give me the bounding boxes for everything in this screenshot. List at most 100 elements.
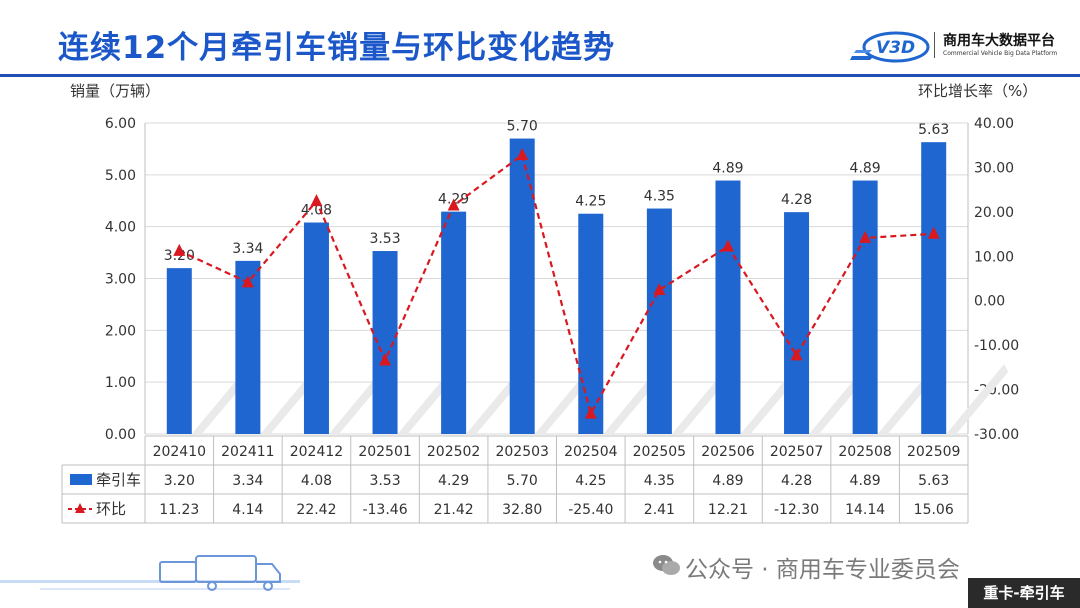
mom-marker-202410 [173,243,186,256]
category-tag: 重卡-牵引车 [968,578,1080,608]
left-tick-label: 2.00 [105,323,136,339]
category-label: 202410 [153,444,206,460]
mom-marker-202412 [310,194,323,207]
mom-marker-202505 [653,283,666,296]
table-cell-sales: 4.28 [781,473,812,489]
right-tick-label: 20.00 [974,205,1014,221]
table-cell-sales: 4.08 [301,473,332,489]
bar-202506 [715,180,741,434]
bar-data-label: 3.20 [164,248,195,264]
truck-illustration [0,555,300,591]
bar-202411 [235,260,261,434]
mom-marker-202502 [447,198,460,211]
table-cell-sales: 4.89 [850,473,881,489]
category-label: 202503 [495,444,548,460]
bar-202502 [441,211,467,434]
logo-en-text: Commercial Vehicle Big Data Platform [943,50,1058,57]
logo-mark-text: V3D [876,38,915,58]
bar-data-label: 5.63 [918,122,949,138]
bar-data-label: 4.08 [301,203,332,219]
logo-separator [934,32,935,58]
category-label: 202506 [701,444,755,460]
table-cell-sales: 5.63 [918,473,949,489]
table-cell-mom: -25.40 [568,502,613,518]
right-tick-label: 0.00 [974,294,1005,310]
bar-data-label: 4.89 [850,161,881,177]
mom-marker-202503 [516,147,529,160]
table-cell-sales: 4.25 [575,473,606,489]
right-tick-label: -10.00 [974,338,1019,354]
right-axis-title: 环比增长率（%） [918,82,1038,100]
logo-cn-text: 商用车大数据平台 [943,33,1055,49]
page-title: 连续12个月牵引车销量与环比变化趋势 [58,30,616,66]
bar-202504 [578,213,604,434]
bar-data-label: 4.28 [781,192,812,208]
category-label: 202412 [290,444,343,460]
left-tick-label: 6.00 [105,116,136,132]
table-cell-mom: 22.42 [296,502,336,518]
title-divider [0,74,1080,77]
table-cell-mom: 12.21 [708,502,748,518]
mom-marker-202411 [241,275,254,288]
table-cell-mom: 4.14 [232,502,263,518]
footer-source: 公众号 · 商用车专业委员会 [685,557,960,583]
left-tick-label: 4.00 [105,220,136,236]
bar-data-label: 3.53 [369,231,400,247]
right-tick-label: 10.00 [974,249,1014,265]
category-label: 202502 [427,444,480,460]
bar-data-label: 4.89 [712,161,743,177]
mom-line [178,153,934,417]
category-label: 202508 [838,444,891,460]
mom-marker-202509 [927,226,940,239]
table-cell-mom: -13.46 [362,502,407,518]
header: 连续12个月牵引车销量与环比变化趋势 V3D 商用车大数据平台 Commerci… [0,0,1080,80]
bar-data-label: 4.35 [644,189,675,205]
left-tick-label: 1.00 [105,375,136,391]
bar-202507 [784,212,810,434]
legend-bar-label: 牵引车 [96,471,141,489]
table-cell-sales: 3.20 [164,473,195,489]
table-cell-sales: 4.29 [438,473,469,489]
v3d-logo-icon: V3D [850,31,930,63]
table-cell-mom: 11.23 [159,502,199,518]
bar-202410 [166,268,192,434]
mom-marker-202501 [379,353,392,366]
bar-shadow [946,364,1009,434]
wechat-icon [653,555,680,575]
table-cell-mom: 2.41 [644,502,675,518]
table-cell-sales: 3.34 [232,473,263,489]
combo-chart: 6.00 5.00 4.00 3.00 2.00 1.00 0.00 40.00 30.00 20… [61,116,1019,524]
legend-line-label: 环比 [96,500,126,518]
table-cell-mom: 21.42 [434,502,474,518]
table-cell-sales: 4.35 [644,473,675,489]
table-cell-sales: 4.89 [712,473,743,489]
table-cell-mom: 14.14 [845,502,885,518]
bar-data-label: 5.70 [507,119,538,135]
bar-202505 [646,208,672,434]
category-label: 202411 [221,444,274,460]
category-label: 202507 [770,444,823,460]
mom-marker-202504 [584,406,597,419]
legend-line-marker [75,503,85,513]
bar-202503 [509,138,535,435]
right-tick-label: 30.00 [974,160,1014,176]
left-tick-label: 0.00 [105,427,136,443]
bar-202412 [303,222,329,434]
category-label: 202504 [564,444,618,460]
table-cell-mom: -12.30 [774,502,819,518]
table-cell-mom: 32.80 [502,502,542,518]
bar-data-label: 3.34 [232,241,263,257]
table-cell-mom: 15.06 [914,502,954,518]
category-label: 202505 [633,444,686,460]
category-label: 202509 [907,444,960,460]
mom-marker-202507 [790,348,803,361]
legend-bar-swatch [70,474,92,485]
bar-202508 [852,180,878,434]
category-label: 202501 [358,444,411,460]
mom-marker-202506 [721,239,734,252]
right-tick-label: -30.00 [974,427,1019,443]
left-tick-label: 3.00 [105,272,136,288]
table-cell-sales: 5.70 [507,473,538,489]
left-axis-title: 销量（万辆） [70,82,161,100]
bar-data-label: 4.25 [575,194,606,210]
